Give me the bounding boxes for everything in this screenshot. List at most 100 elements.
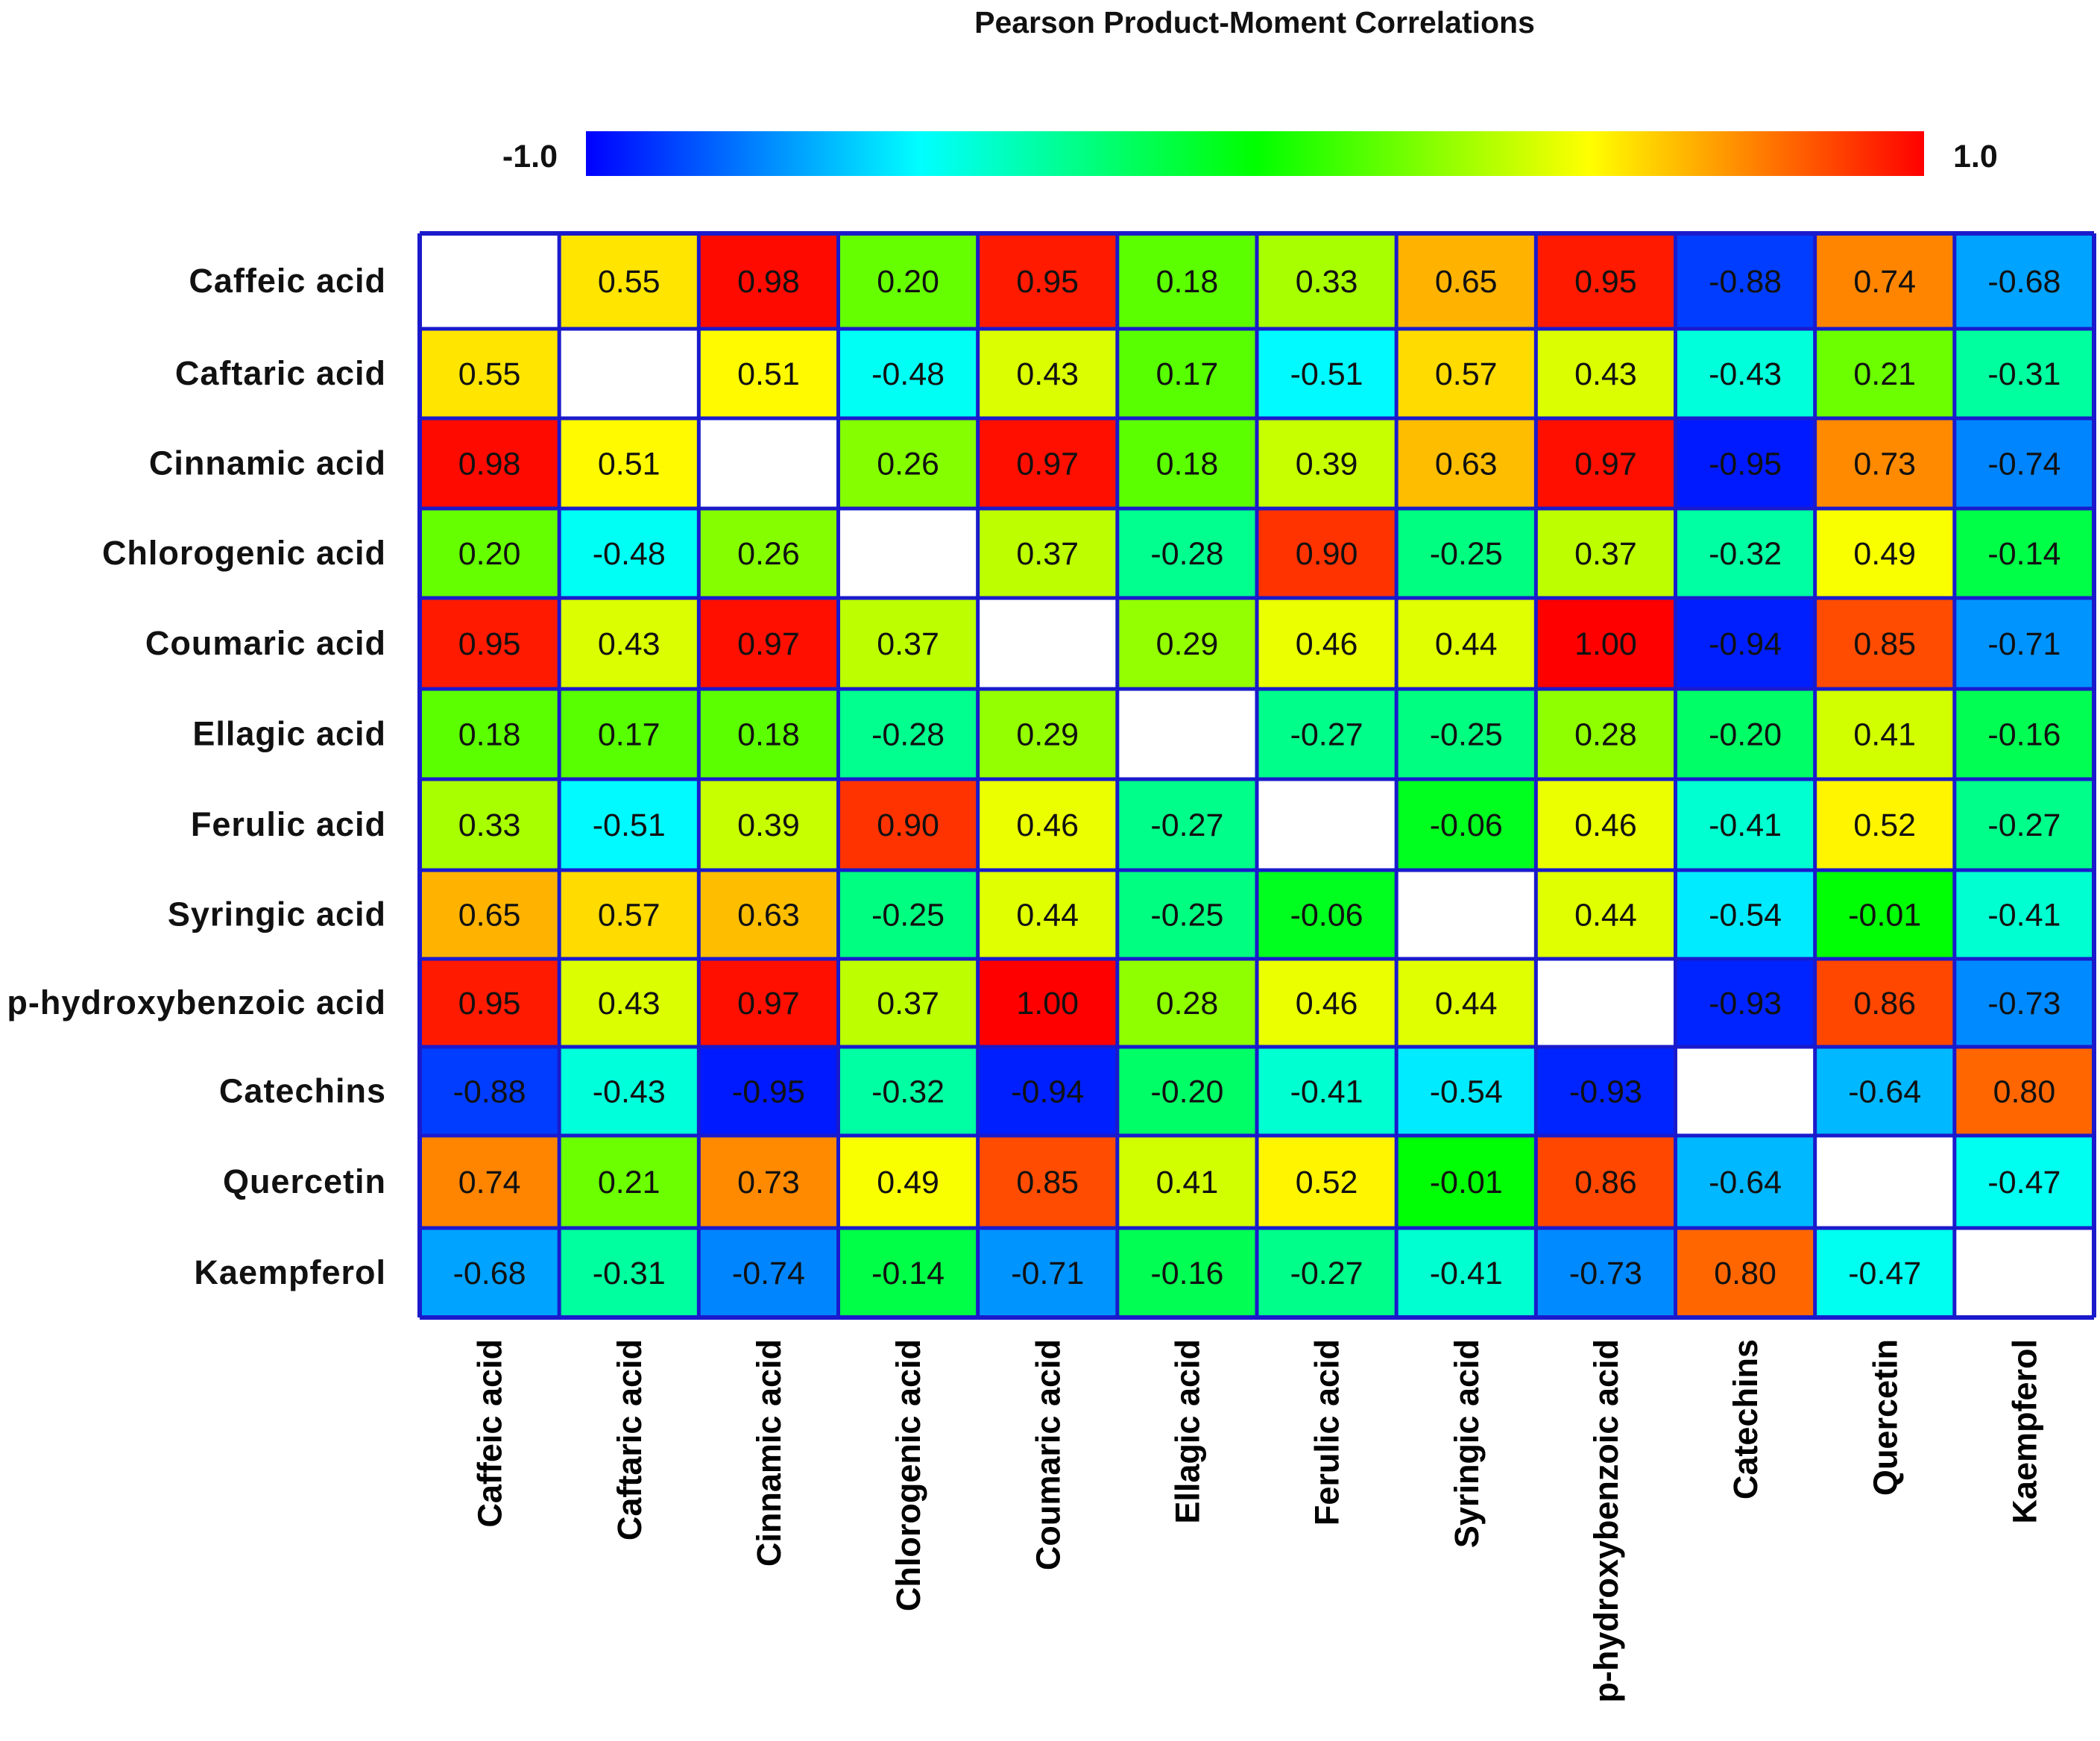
cell-value-label: 0.97 [737, 626, 800, 662]
heatmap-cell [1117, 1136, 1257, 1228]
cell-value-label: 0.18 [1156, 264, 1219, 300]
heatmap-cell [1117, 329, 1257, 418]
heatmap-cell [1814, 689, 1955, 779]
heatmap-cell [1396, 689, 1536, 779]
heatmap-cell [420, 870, 560, 959]
cell-value-label: 0.80 [1714, 1256, 1776, 1291]
cell-value-label: -0.25 [871, 898, 945, 934]
heatmap-cell [559, 689, 699, 779]
cell-value-label: 0.98 [458, 447, 521, 482]
cell-value-label: -0.54 [1709, 898, 1782, 934]
heatmap-cell [1536, 1136, 1676, 1228]
cell-value-label: -0.16 [1150, 1256, 1223, 1291]
heatmap-cell [838, 598, 978, 689]
heatmap-cell-diagonal [1675, 1047, 1815, 1136]
heatmap-cell [699, 233, 839, 329]
cell-value-label: 0.95 [1016, 264, 1079, 300]
cell-value-label: 0.97 [1016, 447, 1079, 482]
heatmap-grid [417, 231, 2096, 1320]
heatmap-cell [1257, 598, 1397, 689]
row-labels: Caffeic acid Caftaric acid Cinnamic acid Ch… [7, 262, 386, 1291]
cell-value-label: -0.25 [1430, 536, 1503, 572]
cell-value-label: 0.29 [1156, 626, 1219, 662]
colorbar-gradient [586, 131, 1924, 176]
heatmap-cell [420, 1136, 560, 1228]
cell-value-label: 0.46 [1574, 807, 1637, 843]
heatmap-cell [1117, 779, 1257, 870]
cell-value-label: -0.31 [593, 1256, 666, 1291]
cell-value-label: 0.85 [1016, 1165, 1079, 1200]
cell-value-label: 0.97 [1574, 447, 1637, 482]
heatmap-cell [838, 233, 978, 329]
heatmap-cell [1536, 418, 1676, 509]
heatmap-cell [1396, 1047, 1536, 1136]
heatmap-cell [1954, 689, 2094, 779]
cell-value-label: 0.73 [737, 1165, 800, 1200]
heatmap-cell [1954, 1047, 2094, 1136]
heatmap-cell [1117, 1228, 1257, 1317]
cell-value-label: -0.41 [1430, 1256, 1503, 1291]
row-label: Ellagic acid [192, 715, 386, 753]
heatmap-cell [699, 1047, 839, 1136]
cell-value-label: 0.95 [1574, 264, 1637, 300]
cell-value-label: -0.27 [1290, 1256, 1363, 1291]
cell-value-label: -0.68 [1987, 264, 2060, 300]
column-label: Coumaric acid [1029, 1339, 1067, 1570]
column-label: Cinnamic acid [750, 1339, 788, 1567]
cell-value-label: -0.48 [593, 536, 666, 572]
cell-value-label: -0.73 [1569, 1256, 1642, 1291]
cell-value-label: -0.06 [1290, 898, 1363, 934]
heatmap-cell [1257, 329, 1397, 418]
heatmap-cell [838, 418, 978, 509]
heatmap-cell [699, 1136, 839, 1228]
heatmap-cell [1675, 509, 1815, 598]
heatmap-cell [1257, 418, 1397, 509]
cell-value-label: 0.85 [1853, 626, 1916, 662]
cell-value-label: 0.65 [1435, 264, 1498, 300]
cell-value-label: -0.88 [453, 1074, 526, 1110]
cell-value-label: 0.63 [737, 898, 800, 934]
cell-value-label: 0.44 [1435, 986, 1498, 1021]
heatmap-cell [420, 1047, 560, 1136]
heatmap-cell [699, 959, 839, 1047]
heatmap-cell [420, 959, 560, 1047]
cell-value-label: -0.25 [1150, 898, 1223, 934]
column-labels: Caffeic acid Caftaric acid Cinnamic acid Ch… [471, 1339, 2044, 1703]
cell-value-label: 0.21 [1853, 356, 1916, 392]
heatmap-cell [559, 779, 699, 870]
cell-value-label: 0.98 [737, 264, 800, 300]
cell-value-label: 0.80 [1993, 1074, 2056, 1110]
cell-value-label: -0.51 [1290, 356, 1363, 392]
heatmap-cell [559, 509, 699, 598]
cell-value-label: 0.43 [598, 986, 660, 1021]
heatmap-cell [1536, 689, 1676, 779]
row-label: Catechins [219, 1072, 386, 1110]
heatmap-cell [1117, 418, 1257, 509]
cell-value-label: -0.14 [871, 1256, 945, 1291]
cell-value-label: -0.43 [593, 1074, 666, 1110]
cell-value-label: -0.95 [732, 1074, 805, 1110]
heatmap-cell [1396, 959, 1536, 1047]
cell-value-label: 0.21 [598, 1165, 660, 1200]
heatmap-cell [1536, 329, 1676, 418]
cell-value-label: 1.00 [1574, 626, 1637, 662]
cell-value-label: 0.52 [1853, 807, 1916, 843]
cell-value-label: 0.55 [598, 264, 660, 300]
cell-value-label: -0.88 [1709, 264, 1782, 300]
cell-value-label: 0.43 [1016, 356, 1079, 392]
heatmap-cell-diagonal [559, 329, 699, 418]
row-label: Coumaric acid [145, 624, 386, 662]
heatmap-cell [1396, 329, 1536, 418]
heatmap-cell-diagonal [1814, 1136, 1955, 1228]
heatmap-cell [977, 959, 1117, 1047]
cell-value-label: 0.33 [1296, 264, 1358, 300]
heatmap-cell [559, 1136, 699, 1228]
heatmap-cell [1257, 1136, 1397, 1228]
column-label: Catechins [1727, 1339, 1765, 1499]
cell-value-label: -0.54 [1430, 1074, 1503, 1110]
heatmap-cell [420, 1228, 560, 1317]
heatmap-cell-diagonal [838, 509, 978, 598]
cell-value-label: -0.94 [1011, 1074, 1084, 1110]
heatmap-cell [1117, 598, 1257, 689]
cell-value-label: 0.86 [1853, 986, 1916, 1021]
